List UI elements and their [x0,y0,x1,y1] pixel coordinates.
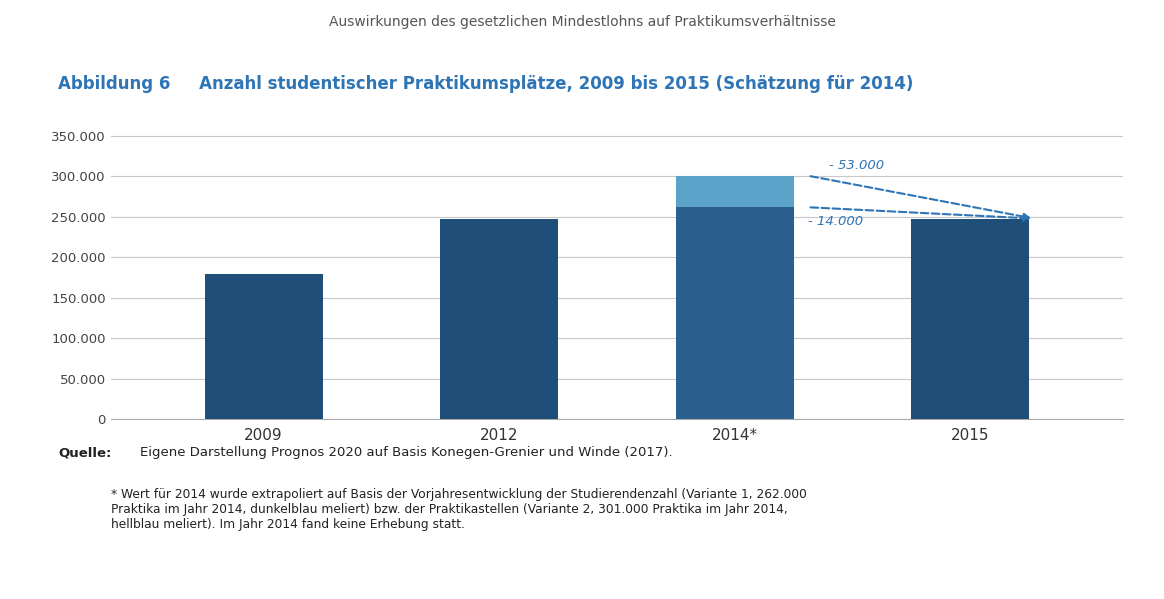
Text: Quelle:: Quelle: [58,446,112,459]
Text: * Wert für 2014 wurde extrapoliert auf Basis der Vorjahresentwicklung der Studie: * Wert für 2014 wurde extrapoliert auf B… [111,488,807,531]
Bar [911,219,1029,419]
Bar [440,219,558,419]
Text: Auswirkungen des gesetzlichen Mindestlohns auf Praktikumsverhältnisse: Auswirkungen des gesetzlichen Mindestloh… [328,15,836,29]
Bar [676,176,794,207]
Bar [205,274,322,419]
Text: Abbildung 6     Anzahl studentischer Praktikumsplätze, 2009 bis 2015 (Schätzung : Abbildung 6 Anzahl studentischer Praktik… [58,75,914,93]
Text: - 14.000: - 14.000 [808,215,863,228]
Bar [676,207,794,419]
Text: - 53.000: - 53.000 [829,159,883,173]
Text: Eigene Darstellung Prognos 2020 auf Basis Konegen-Grenier und Winde (2017).: Eigene Darstellung Prognos 2020 auf Basi… [140,446,673,459]
